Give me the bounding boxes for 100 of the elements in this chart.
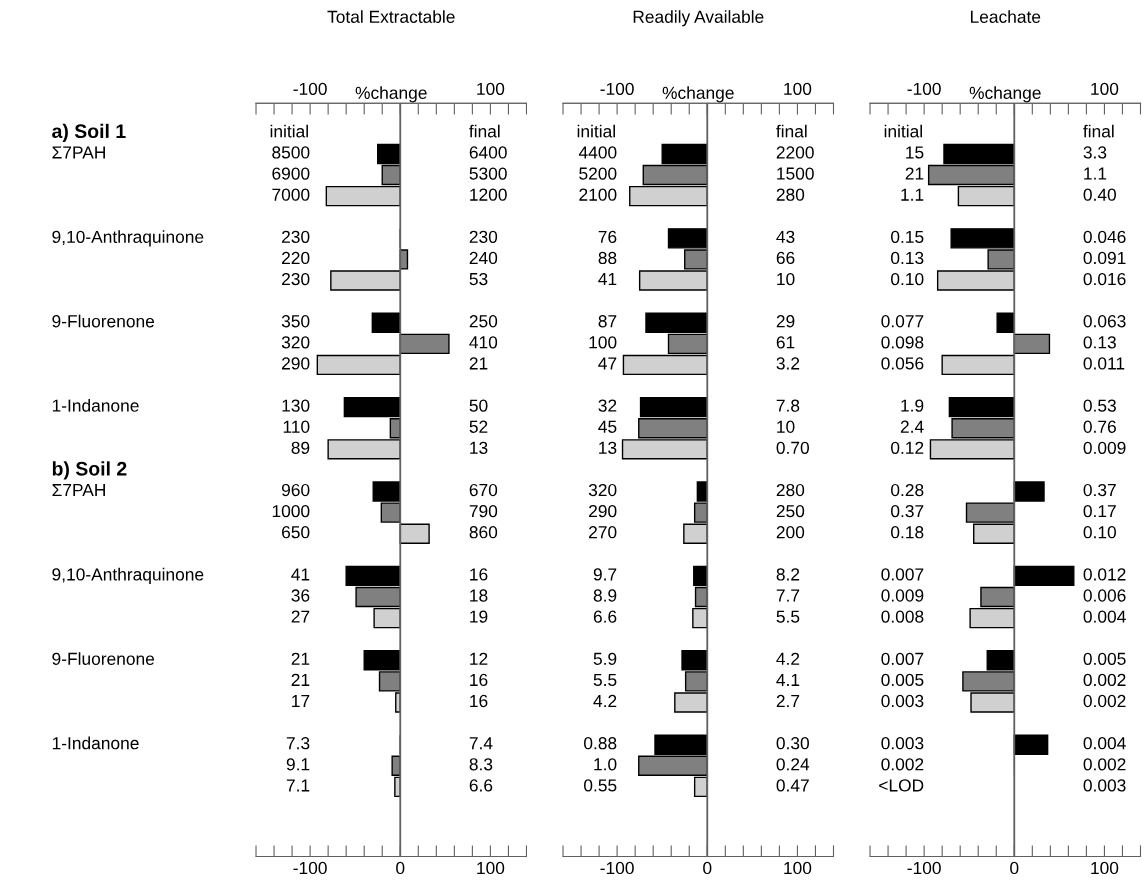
annotation: 0.30 bbox=[776, 737, 809, 750]
annotation: 76 bbox=[598, 230, 617, 243]
annotation: 17 bbox=[292, 695, 310, 707]
x-tick-label: -100 bbox=[907, 861, 941, 875]
annotation: 3.3 bbox=[1083, 146, 1107, 159]
annotation: 8.9 bbox=[593, 589, 617, 602]
annotation: 9.7 bbox=[593, 568, 617, 581]
annotation: 0.005 bbox=[881, 673, 924, 687]
annotation: 21 bbox=[905, 167, 924, 180]
annotation: <LOD bbox=[879, 779, 924, 792]
annotation: 0.006 bbox=[1083, 589, 1126, 602]
annotation: 0.15 bbox=[891, 230, 924, 243]
annotation: 10 bbox=[777, 420, 795, 433]
annotation: 4.1 bbox=[776, 673, 800, 686]
annotation: 320 bbox=[588, 483, 617, 497]
annotation: 0.008 bbox=[881, 610, 924, 623]
y-tick-label: 1-Indanone bbox=[52, 399, 139, 412]
annotation: final bbox=[1083, 124, 1114, 138]
annotation: 0.046 bbox=[1083, 230, 1126, 243]
annotation: 0.002 bbox=[1083, 673, 1126, 687]
annotation: 0.007 bbox=[881, 652, 924, 665]
annotation: 250 bbox=[469, 315, 498, 328]
chart-title: Readily Available bbox=[633, 10, 764, 27]
x2-tick-label: -100 bbox=[293, 82, 327, 96]
annotation: 0.18 bbox=[891, 526, 924, 539]
annotation: 960 bbox=[281, 483, 310, 497]
annotation: 0.012 bbox=[1083, 568, 1126, 581]
annotation: 52 bbox=[469, 420, 488, 433]
annotation: 7.7 bbox=[776, 589, 800, 602]
annotation: 1.1 bbox=[901, 188, 924, 201]
annotation: 41 bbox=[291, 568, 310, 581]
y-tick-label: 9,10-Anthraquinone bbox=[52, 230, 204, 247]
annotation: 410 bbox=[469, 336, 498, 349]
y-tick-label: Σ7PAH bbox=[52, 146, 105, 159]
x2-axis-title: %change bbox=[969, 86, 1041, 103]
annotation: 0.009 bbox=[881, 589, 924, 602]
annotation: 0.011 bbox=[1083, 357, 1125, 370]
annotation: 15 bbox=[906, 146, 924, 159]
annotation: 320 bbox=[281, 336, 310, 349]
y-tick-label: a) Soil 1 bbox=[52, 123, 126, 142]
annotation: 6.6 bbox=[593, 610, 617, 623]
x2-tick-label: -100 bbox=[600, 82, 634, 96]
annotation: 41 bbox=[598, 273, 617, 286]
x2-tick-label: 100 bbox=[477, 82, 505, 96]
annotation: 19 bbox=[470, 610, 488, 623]
annotation: 100 bbox=[589, 336, 617, 349]
annotation: 43 bbox=[776, 230, 795, 243]
x2-tick-label: -100 bbox=[907, 82, 941, 96]
annotation: 860 bbox=[469, 526, 498, 539]
annotation: final bbox=[469, 124, 500, 138]
annotation: 0.004 bbox=[1083, 737, 1126, 750]
annotation: 230 bbox=[282, 272, 310, 286]
annotation: 45 bbox=[598, 420, 617, 433]
x2-axis-title: %change bbox=[662, 86, 734, 103]
x-tick-label: -100 bbox=[600, 861, 634, 875]
annotation: 790 bbox=[469, 504, 498, 518]
annotation: 16 bbox=[470, 694, 488, 708]
annotation: 240 bbox=[469, 251, 498, 265]
annotation: 290 bbox=[589, 504, 617, 518]
annotation: 21 bbox=[469, 357, 488, 370]
x-tick-label: 100 bbox=[477, 861, 505, 875]
annotation: 6400 bbox=[469, 146, 507, 159]
x2-tick-label: 100 bbox=[1091, 82, 1119, 96]
annotation: 350 bbox=[281, 315, 310, 328]
annotation: 21 bbox=[291, 673, 310, 686]
annotation: 5.5 bbox=[776, 610, 800, 623]
annotation: 0.003 bbox=[881, 737, 924, 750]
annotation: initial bbox=[577, 124, 615, 138]
annotation: final bbox=[776, 124, 807, 138]
annotation: 1500 bbox=[777, 167, 814, 180]
annotation: 16 bbox=[470, 568, 488, 581]
y-tick-label: 9-Fluorenone bbox=[52, 314, 155, 328]
y-tick-label: 9-Fluorenone bbox=[52, 652, 155, 665]
annotation: 0.24 bbox=[776, 758, 810, 771]
annotation: 0.88 bbox=[584, 737, 617, 750]
annotation: initial bbox=[270, 124, 308, 138]
annotation: 0.009 bbox=[1083, 441, 1126, 454]
x2-axis-title: %change bbox=[355, 86, 427, 103]
annotation: 7.3 bbox=[286, 737, 310, 750]
annotation: 9.1 bbox=[286, 758, 310, 771]
annotation: 0.28 bbox=[891, 483, 924, 497]
annotation: 0.53 bbox=[1083, 399, 1116, 412]
x-tick-label: -100 bbox=[293, 861, 327, 875]
annotation: 0.13 bbox=[891, 251, 924, 265]
y-tick-label: 1-Indanone bbox=[52, 736, 139, 750]
annotation: 6900 bbox=[272, 167, 310, 180]
annotation: 4.2 bbox=[776, 652, 800, 665]
annotation: 250 bbox=[776, 504, 805, 518]
annotation: 7.4 bbox=[469, 737, 493, 750]
annotation: 0.091 bbox=[1083, 251, 1126, 265]
annotation: 13 bbox=[470, 441, 488, 454]
annotation: 130 bbox=[282, 399, 310, 412]
y-tick-label: 9,10-Anthraquinone bbox=[52, 567, 204, 584]
annotation: 66 bbox=[776, 251, 795, 265]
x-tick-label: 100 bbox=[784, 861, 812, 875]
annotation: 7000 bbox=[272, 188, 310, 201]
annotation: 18 bbox=[470, 589, 488, 602]
annotation: 0.12 bbox=[891, 441, 924, 454]
annotation: 230 bbox=[282, 230, 310, 243]
annotation: 0.17 bbox=[1083, 504, 1116, 518]
